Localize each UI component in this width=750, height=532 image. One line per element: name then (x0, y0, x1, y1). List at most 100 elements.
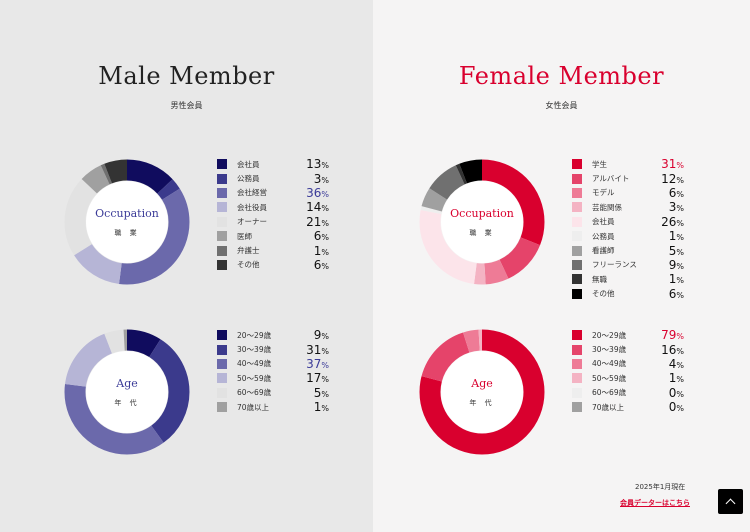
legend-value: 37% (306, 356, 329, 371)
legend-item: 学生 31% (572, 157, 684, 171)
legend-swatch (217, 173, 227, 184)
male-title: Male Member (98, 62, 275, 90)
legend-value: 6% (313, 229, 329, 244)
legend-value: 5% (668, 243, 684, 258)
legend-item: その他 6% (572, 287, 684, 301)
legend-item: 20〜29歳 79% (572, 328, 684, 342)
legend-swatch (217, 387, 227, 398)
legend-item: 無職 1% (572, 272, 684, 286)
legend-value: 12% (661, 171, 684, 186)
legend-label: 看護師 (592, 246, 615, 256)
donut-slice-9 (419, 159, 545, 285)
legend-label: 会社経営 (237, 188, 267, 198)
legend-label: その他 (237, 260, 260, 270)
legend-item: 看護師 5% (572, 243, 684, 258)
legend-item: 会社員 26% (572, 215, 684, 229)
male-age-legend: 20〜29歳 9% 30〜39歳 31% 40〜49歳 37% 50〜59歳 17% 60〜69… (217, 328, 329, 414)
donut-slice-4 (64, 159, 190, 285)
legend-swatch (572, 173, 582, 184)
legend-item: 会社経営 36% (217, 186, 329, 200)
legend-value: 5% (313, 385, 329, 400)
legend-swatch (217, 402, 227, 413)
legend-value: 3% (313, 171, 329, 186)
legend-label: 芸能関係 (592, 202, 622, 212)
legend-value: 9% (668, 257, 684, 272)
legend-swatch (217, 358, 227, 369)
female-occupation-donut: Occupation 職 業 (417, 157, 547, 287)
legend-swatch (572, 274, 582, 285)
male-occupation-donut: Occupation 職 業 (62, 157, 192, 287)
legend-label: 医師 (237, 231, 252, 241)
legend-value: 6% (313, 257, 329, 272)
legend-value: 17% (306, 371, 329, 386)
legend-item: 40〜49歳 4% (572, 357, 684, 371)
legend-item: 40〜49歳 37% (217, 357, 329, 371)
legend-label: 会社員 (237, 159, 260, 169)
donut-hole (86, 351, 168, 433)
legend-item: 30〜39歳 16% (572, 342, 684, 357)
legend-swatch (217, 373, 227, 384)
legend-value: 9% (313, 328, 329, 343)
female-age-legend: 20〜29歳 79% 30〜39歳 16% 40〜49歳 4% 50〜59歳 1% 60〜69歳… (572, 328, 684, 414)
legend-value: 13% (306, 157, 329, 172)
legend-label: 公務員 (592, 231, 615, 241)
back-to-top-button[interactable] (718, 489, 743, 514)
legend-value: 0% (668, 400, 684, 415)
legend-value: 6% (668, 185, 684, 200)
legend-swatch (572, 159, 582, 170)
legend-item: 70歳以上 0% (572, 400, 684, 414)
chevron-up-icon (725, 498, 736, 508)
legend-label: 20〜29歳 (592, 330, 627, 340)
legend-swatch (572, 358, 582, 369)
legend-label: 70歳以上 (237, 402, 270, 412)
legend-value: 16% (661, 342, 684, 357)
legend-swatch (217, 187, 227, 198)
legend-item: 50〜59歳 17% (217, 371, 329, 385)
female-subtitle: 女性会員 (545, 101, 578, 110)
legend-label: 無職 (592, 274, 607, 284)
legend-swatch (572, 402, 582, 413)
legend-item: その他 6% (217, 258, 329, 272)
legend-swatch (217, 231, 227, 242)
legend-value: 36% (306, 185, 329, 200)
legend-item: 公務員 3% (217, 171, 329, 186)
legend-value: 4% (668, 356, 684, 371)
legend-label: 60〜69歳 (592, 388, 627, 398)
legend-label: 60〜69歳 (237, 388, 272, 398)
legend-value: 0% (668, 385, 684, 400)
legend-item: 会社員 13% (217, 157, 329, 171)
legend-value: 1% (668, 371, 684, 386)
donut-slice-2 (64, 329, 190, 455)
donut-slice-5 (64, 329, 190, 455)
legend-swatch (217, 202, 227, 213)
legend-label: 50〜59歳 (592, 373, 627, 383)
legend-value: 26% (661, 214, 684, 229)
legend-value: 1% (313, 400, 329, 415)
legend-label: 弁護士 (237, 246, 260, 256)
female-age-donut: Age 年 代 (417, 327, 547, 457)
legend-label: 40〜49歳 (237, 359, 272, 369)
donut-slice-2 (64, 159, 190, 285)
legend-swatch (217, 330, 227, 341)
legend-swatch (572, 259, 582, 270)
legend-value: 1% (668, 229, 684, 244)
member-data-link[interactable]: 会員データーはこちら (620, 499, 690, 507)
legend-label: オーナー (237, 217, 267, 227)
legend-swatch (217, 216, 227, 227)
legend-value: 31% (306, 342, 329, 357)
legend-label: 公務員 (237, 174, 260, 184)
female-title: Female Member (458, 62, 665, 90)
legend-label: アルバイト (592, 174, 630, 184)
legend-value: 6% (668, 286, 684, 301)
donut-slice-4 (419, 159, 545, 285)
legend-label: 70歳以上 (592, 402, 625, 412)
legend-item: 60〜69歳 0% (572, 386, 684, 400)
donut-slice-3 (419, 159, 545, 285)
legend-item: オーナー 21% (217, 215, 329, 229)
legend-swatch (572, 387, 582, 398)
legend-swatch (217, 245, 227, 256)
legend-swatch (572, 330, 582, 341)
male-subtitle: 男性会員 (170, 101, 203, 110)
legend-label: フリーランス (592, 260, 637, 270)
legend-item: 弁護士 1% (217, 243, 329, 258)
